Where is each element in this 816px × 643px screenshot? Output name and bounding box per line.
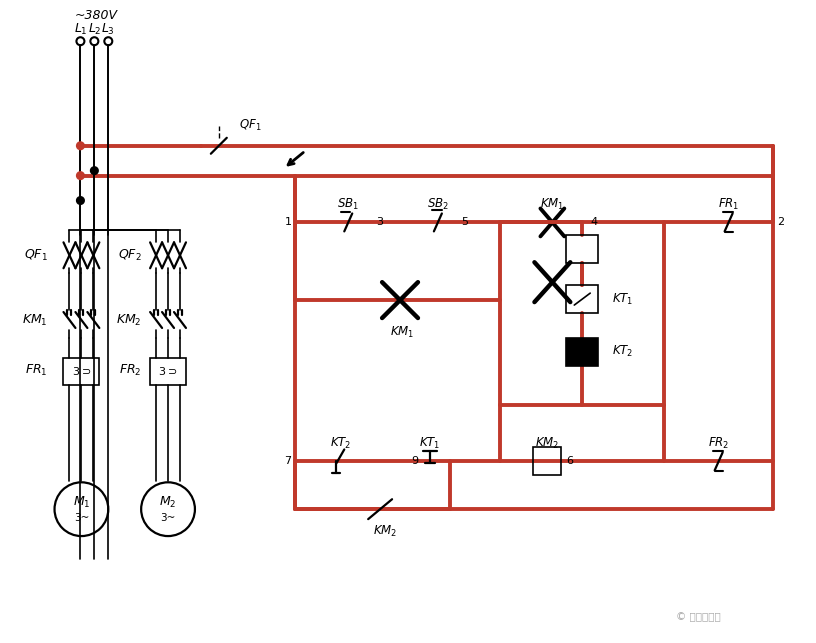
Text: ~380V: ~380V — [75, 9, 118, 22]
Text: $KT_1$: $KT_1$ — [419, 436, 441, 451]
Text: © 小电工点点: © 小电工点点 — [676, 611, 721, 622]
Text: $KT_2$: $KT_2$ — [330, 436, 351, 451]
Text: $QF_1$: $QF_1$ — [239, 118, 261, 133]
Text: $FR_2$: $FR_2$ — [118, 363, 141, 378]
Text: 3~: 3~ — [161, 513, 175, 523]
Text: $SB_2$: $SB_2$ — [427, 197, 449, 212]
Text: $M_2$: $M_2$ — [159, 494, 177, 510]
Text: $FR_1$: $FR_1$ — [25, 363, 47, 378]
Bar — [566, 235, 598, 263]
Text: $KM_2$: $KM_2$ — [116, 312, 141, 327]
Bar — [64, 358, 100, 385]
Text: $KM_2$: $KM_2$ — [535, 436, 560, 451]
Text: 3~: 3~ — [73, 513, 89, 523]
Text: 1: 1 — [285, 217, 291, 228]
Text: $L_3$: $L_3$ — [101, 22, 115, 37]
Text: $L_1$: $L_1$ — [73, 22, 87, 37]
Bar — [534, 448, 561, 475]
Circle shape — [77, 142, 84, 149]
Text: 3: 3 — [377, 217, 384, 228]
Circle shape — [77, 197, 84, 204]
Text: $KM_1$: $KM_1$ — [390, 325, 415, 340]
Text: 4: 4 — [591, 217, 598, 228]
Circle shape — [91, 167, 98, 174]
Text: 3$\supset$: 3$\supset$ — [72, 365, 91, 377]
Text: $FR_2$: $FR_2$ — [708, 436, 730, 451]
Text: $FR_1$: $FR_1$ — [718, 197, 739, 212]
Text: $M_1$: $M_1$ — [73, 494, 91, 510]
Text: 3$\supset$: 3$\supset$ — [158, 365, 178, 377]
Text: 2: 2 — [778, 217, 784, 228]
Text: 6: 6 — [565, 457, 573, 466]
Text: $L_2$: $L_2$ — [87, 22, 101, 37]
Text: 9: 9 — [411, 457, 419, 466]
Text: 5: 5 — [461, 217, 468, 228]
Text: $KM_1$: $KM_1$ — [540, 197, 565, 212]
Circle shape — [77, 172, 84, 179]
Text: $KT_2$: $KT_2$ — [612, 344, 633, 359]
Text: $KM_1$: $KM_1$ — [22, 312, 47, 327]
Bar — [566, 338, 598, 366]
Bar — [150, 358, 186, 385]
Bar — [566, 285, 598, 313]
Text: 7: 7 — [285, 457, 291, 466]
Text: $QF_1$: $QF_1$ — [24, 248, 47, 263]
Text: $QF_2$: $QF_2$ — [118, 248, 141, 263]
Text: $KT_1$: $KT_1$ — [612, 291, 633, 307]
Text: $SB_1$: $SB_1$ — [337, 197, 359, 212]
Text: $KM_2$: $KM_2$ — [373, 523, 397, 539]
